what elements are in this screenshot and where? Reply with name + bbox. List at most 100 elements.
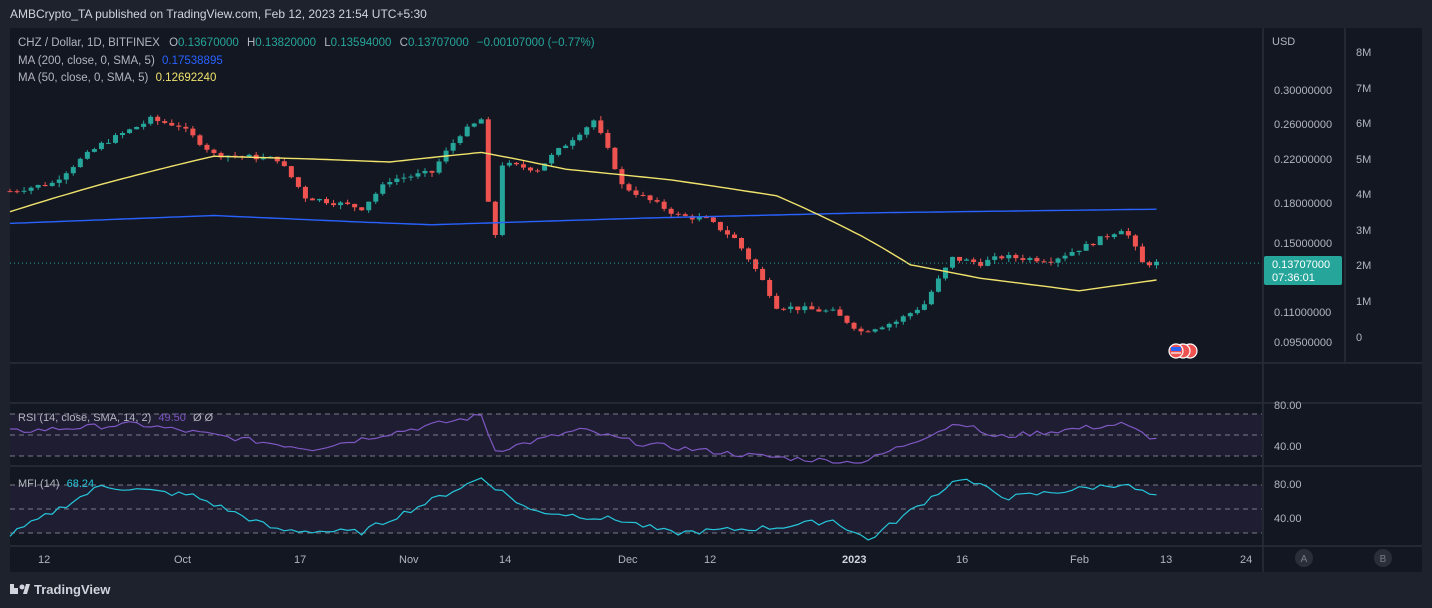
- candle-body: [499, 165, 505, 236]
- candle: [928, 289, 934, 306]
- candle: [760, 266, 766, 281]
- candle: [141, 120, 147, 130]
- candle: [985, 256, 991, 267]
- candle-body: [345, 202, 351, 204]
- candle-body: [675, 213, 681, 215]
- time-tick-label: Dec: [618, 554, 638, 566]
- candle-body: [542, 163, 548, 171]
- candle-body: [394, 178, 400, 182]
- candle: [1069, 248, 1075, 257]
- candle-body: [316, 198, 322, 201]
- candle: [563, 144, 569, 149]
- candle: [56, 175, 62, 188]
- candle-body: [401, 177, 407, 179]
- candle-body: [105, 142, 111, 144]
- candle: [394, 174, 400, 185]
- events-flags-icon[interactable]: [1168, 343, 1198, 359]
- candle-body: [1118, 231, 1124, 235]
- candle-body: [724, 230, 730, 235]
- candle-body: [1111, 234, 1117, 238]
- high-label: H: [247, 37, 255, 49]
- volume-tick-label: 4M: [1356, 189, 1371, 201]
- candle: [190, 125, 196, 138]
- volume-axis-bar[interactable]: [1346, 28, 1422, 362]
- candle: [204, 143, 210, 153]
- candle-body: [324, 198, 330, 204]
- candle-body: [127, 129, 133, 133]
- candle: [717, 221, 723, 232]
- candle-body: [1083, 243, 1089, 251]
- rsi-line: [10, 413, 1157, 464]
- change-value: −0.00107000 (−0.77%): [477, 37, 595, 49]
- candle: [605, 129, 611, 150]
- mfi-legend[interactable]: MFI (14) 68.24: [18, 478, 94, 490]
- candle: [105, 139, 111, 144]
- candle-body: [668, 208, 674, 214]
- candle-body: [120, 132, 126, 136]
- candle-body: [563, 145, 569, 149]
- rsi-legend[interactable]: RSI (14, close, SMA, 14, 2) 49.50 Ø Ø: [18, 412, 214, 424]
- candle: [1006, 251, 1012, 263]
- candle-body: [1048, 261, 1054, 263]
- candle: [513, 162, 519, 166]
- mfi-label: MFI (14): [18, 478, 60, 490]
- legend-row-ma50[interactable]: MA (50, close, 0, SMA, 5) 0.12692240: [18, 72, 216, 84]
- time-axis-bar[interactable]: [10, 547, 1262, 572]
- candle: [288, 165, 294, 179]
- candle-body: [352, 203, 358, 208]
- rsi-axis-bar[interactable]: [1264, 404, 1422, 465]
- ma200-line: [9, 208, 1157, 226]
- log-scale-button[interactable]: B: [1374, 549, 1392, 567]
- candle-body: [295, 177, 301, 187]
- candle: [1013, 253, 1019, 262]
- candle-body: [760, 268, 766, 281]
- candle: [408, 174, 414, 181]
- candle-body: [1013, 254, 1019, 259]
- candle: [499, 162, 505, 237]
- tradingview-logo[interactable]: TradingView: [10, 582, 111, 597]
- price-axis-bar[interactable]: [1264, 28, 1344, 362]
- candle: [98, 141, 104, 151]
- candle: [879, 326, 885, 330]
- price-tick-label: 0.09500000: [1274, 337, 1332, 349]
- mfi-axis-bar[interactable]: [1264, 467, 1422, 545]
- legend-row-1[interactable]: CHZ / Dollar, 1D, BITFINEX O0.13670000 H…: [18, 37, 595, 49]
- candle-body: [436, 161, 442, 173]
- auto-scale-button[interactable]: A: [1295, 549, 1313, 567]
- candle: [647, 194, 653, 204]
- candle: [1125, 228, 1131, 239]
- axis-gap-1: [1264, 364, 1422, 402]
- candle: [556, 147, 562, 157]
- candle: [1020, 254, 1026, 263]
- candle: [619, 166, 625, 189]
- candle: [837, 306, 843, 316]
- candle: [450, 139, 456, 154]
- candle-body: [964, 259, 970, 261]
- candle: [626, 182, 632, 192]
- price-tick-label: 0.26000000: [1274, 119, 1332, 131]
- candle-body: [900, 316, 906, 322]
- candle: [802, 302, 808, 314]
- rsi-axis-label: 80.00: [1274, 400, 1302, 412]
- candle-body: [767, 280, 773, 296]
- candle-body: [886, 323, 892, 328]
- candle: [14, 189, 20, 194]
- candle: [907, 312, 913, 320]
- gap-pane: [10, 364, 1262, 402]
- legend-row-ma200[interactable]: MA (200, close, 0, SMA, 5) 0.17538895: [18, 55, 223, 67]
- candle-body: [907, 313, 913, 317]
- rsi-label: RSI (14, close, SMA, 14, 2): [18, 412, 151, 424]
- candle: [1097, 236, 1103, 246]
- candle-body: [788, 306, 794, 310]
- candle-body: [879, 327, 885, 330]
- candle-body: [823, 310, 829, 312]
- candle-body: [246, 154, 252, 157]
- candle: [197, 133, 203, 147]
- time-tick-label: 17: [294, 554, 306, 566]
- candle: [7, 188, 13, 193]
- candle: [950, 256, 956, 270]
- candle: [352, 203, 358, 212]
- candle-body: [281, 161, 287, 167]
- candle-body: [816, 309, 822, 312]
